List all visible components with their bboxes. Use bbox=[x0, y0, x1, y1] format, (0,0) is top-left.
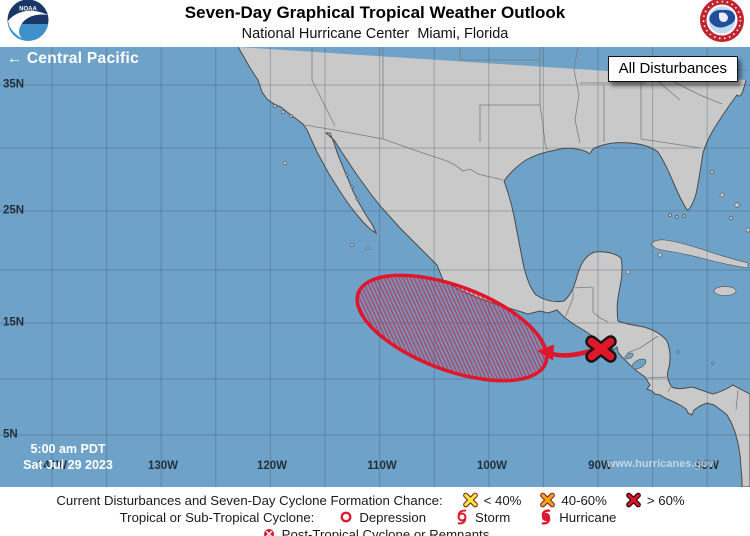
x-orange-icon bbox=[540, 492, 556, 508]
formation-area-ellipse[interactable] bbox=[344, 254, 561, 403]
noaa-logo[interactable]: NOAA bbox=[6, 0, 50, 45]
issuance-date: Sat Jul 29 2023 bbox=[23, 458, 113, 472]
depression-icon bbox=[340, 511, 352, 523]
legend-item-40-60: 40-60% bbox=[539, 492, 607, 508]
page-title: Seven-Day Graphical Tropical Weather Out… bbox=[184, 3, 566, 22]
lat-label-15n: 15N bbox=[3, 316, 25, 329]
legend-item-label: Depression bbox=[359, 509, 427, 525]
lat-label-25n: 25N bbox=[3, 204, 25, 217]
lon-label-110w: 110W bbox=[367, 460, 397, 472]
header: NOAA Seven-Day Graphical Tropical Weathe… bbox=[0, 0, 750, 47]
legend-item-label: 40-60% bbox=[561, 492, 607, 508]
basemap bbox=[0, 47, 750, 487]
outlook-map: ← Central Pacific All Disturbances 35N 25… bbox=[0, 47, 750, 487]
central-pacific-link[interactable]: ← Central Pacific bbox=[7, 50, 139, 68]
lon-label-120w: 120W bbox=[256, 460, 288, 472]
legend-formation-chance-row: Current Disturbances and Seven-Day Cyclo… bbox=[0, 492, 750, 508]
x-red-icon bbox=[626, 492, 641, 508]
lon-label-80w: 80W bbox=[695, 460, 719, 472]
jamaica-island bbox=[713, 286, 737, 296]
legend-item-hurricane: Hurricane bbox=[538, 509, 616, 525]
legend-item-storm: Storm bbox=[454, 509, 510, 525]
small-islands bbox=[273, 104, 750, 365]
lon-label-90w: 90W bbox=[588, 460, 612, 472]
disturbance-x-marker[interactable] bbox=[585, 335, 617, 363]
legend-line1-label: Current Disturbances and Seven-Day Cyclo… bbox=[56, 492, 443, 508]
all-disturbances-button[interactable]: All Disturbances bbox=[607, 56, 738, 82]
nws-logo[interactable] bbox=[699, 0, 746, 45]
page-subtitle: National Hurricane Center Miami, Florida bbox=[241, 26, 509, 42]
hurricanes-gov-watermark: www.hurricanes.gov bbox=[606, 458, 714, 470]
issuance-timestamp: 5:00 am PDT Sat Jul 29 2023 bbox=[18, 441, 118, 473]
lat-label-35n: 35N bbox=[3, 78, 25, 91]
region-link-label: Central Pacific bbox=[26, 50, 139, 67]
lon-label-140w: 140W bbox=[36, 460, 68, 472]
lat-label-5n: 5N bbox=[3, 428, 18, 441]
legend-item-gt60: > 60% bbox=[625, 492, 685, 508]
legend-item-label: < 40% bbox=[483, 492, 522, 508]
left-arrow-icon: ← bbox=[7, 50, 23, 67]
lon-label-100w: 100W bbox=[476, 460, 508, 472]
issuance-time: 5:00 am PDT bbox=[30, 442, 106, 456]
storm-icon bbox=[457, 509, 467, 525]
legend-line2-label: Tropical or Sub-Tropical Cyclone: bbox=[119, 509, 315, 525]
lakes bbox=[624, 352, 647, 370]
legend-item-lt40: < 40% bbox=[462, 492, 522, 508]
legend-item-label: > 60% bbox=[646, 492, 685, 508]
graticule bbox=[0, 47, 750, 487]
legend-item-label: Storm bbox=[475, 509, 511, 525]
legend-cyclone-row: Tropical or Sub-Tropical Cyclone: Depres… bbox=[0, 509, 750, 525]
lon-label-130w: 130W bbox=[147, 460, 179, 472]
legend-item-label: Hurricane bbox=[559, 509, 617, 525]
legend-item-depression: Depression bbox=[338, 509, 426, 525]
cuba-island bbox=[650, 239, 749, 269]
legend-item-post-tropical: Post-Tropical Cyclone or Remnants bbox=[261, 526, 490, 536]
post-tropical-icon bbox=[263, 529, 274, 536]
hurricane-icon bbox=[541, 509, 551, 525]
noaa-logo-text: NOAA bbox=[19, 7, 37, 13]
legend: Current Disturbances and Seven-Day Cyclo… bbox=[0, 487, 750, 536]
legend-post-tropical-row: Post-Tropical Cyclone or Remnants bbox=[0, 526, 750, 536]
x-yellow-icon bbox=[462, 492, 478, 508]
map-land-north-america bbox=[237, 47, 750, 487]
legend-item-label: Post-Tropical Cyclone or Remnants bbox=[281, 526, 490, 536]
